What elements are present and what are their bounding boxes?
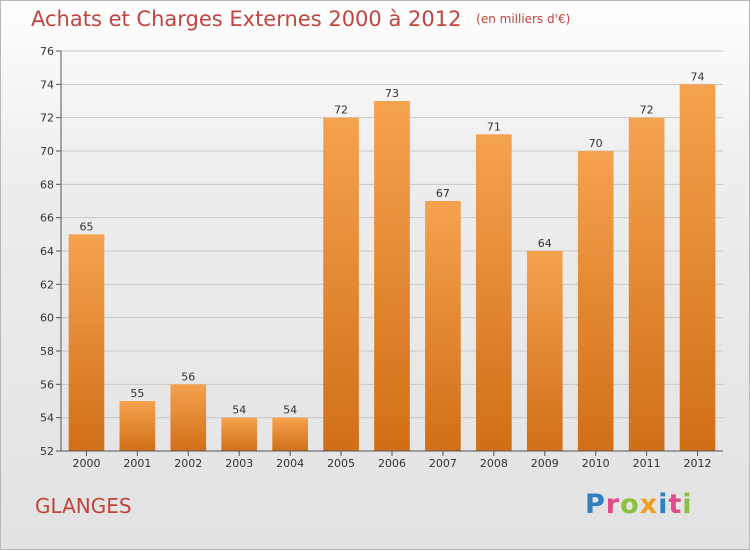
y-tick-label: 54 xyxy=(40,412,54,425)
y-tick-label: 66 xyxy=(40,212,54,225)
value-label-2000: 65 xyxy=(79,220,93,233)
value-label-2004: 54 xyxy=(283,404,297,417)
y-tick-label: 74 xyxy=(40,78,54,91)
value-label-2009: 64 xyxy=(538,237,552,250)
logo-letter: P xyxy=(585,489,606,520)
logo-letter: i xyxy=(658,489,669,520)
y-tick-label: 64 xyxy=(40,245,54,258)
y-tick-label: 58 xyxy=(40,345,54,358)
bar-2002 xyxy=(170,384,207,451)
bar-2003 xyxy=(221,417,258,451)
y-tick-label: 76 xyxy=(40,45,54,58)
bar-2009 xyxy=(526,251,563,451)
value-label-2006: 73 xyxy=(385,87,399,100)
bar-2005 xyxy=(323,117,359,452)
logo-letter: o xyxy=(620,489,640,520)
x-tick-label-2012: 2012 xyxy=(684,457,712,470)
x-tick-label-2002: 2002 xyxy=(174,457,202,470)
x-tick-label-2009: 2009 xyxy=(531,457,559,470)
bar-2008 xyxy=(476,134,512,452)
x-tick-label-2007: 2007 xyxy=(429,457,457,470)
axes: 52 54 56 58 60 62 64 66 68 70 72 74 76 2000 2001 2002 20… xyxy=(40,45,723,470)
y-tick-label: 68 xyxy=(40,178,54,191)
y-tick-label: 56 xyxy=(40,378,54,391)
x-tick-label-2006: 2006 xyxy=(378,457,406,470)
x-tick-label-2005: 2005 xyxy=(327,457,355,470)
bar-2004 xyxy=(272,417,308,451)
bar-2006 xyxy=(374,101,410,451)
y-tick-label: 52 xyxy=(40,445,54,458)
bar-2001 xyxy=(119,401,156,451)
proxiti-logo: Proxiti xyxy=(585,489,693,520)
x-tick-label-2010: 2010 xyxy=(582,457,610,470)
value-label-2001: 55 xyxy=(130,387,144,400)
value-label-2002: 56 xyxy=(181,370,195,383)
value-label-2010: 70 xyxy=(589,137,603,150)
x-tick-label-2008: 2008 xyxy=(480,457,508,470)
value-label-2005: 72 xyxy=(334,104,348,117)
chart-title: Achats et Charges Externes 2000 à 2012 xyxy=(31,7,462,31)
value-label-2007: 67 xyxy=(436,187,450,200)
x-tick-label-2001: 2001 xyxy=(123,457,151,470)
x-tick-label-2011: 2011 xyxy=(633,457,661,470)
value-label-2012: 74 xyxy=(691,70,705,83)
bar-2010 xyxy=(577,151,614,451)
bar-2012 xyxy=(679,84,716,451)
y-tick-label: 72 xyxy=(40,112,54,125)
x-tick-label-2000: 2000 xyxy=(72,457,100,470)
bar-2007 xyxy=(425,201,461,451)
place-name: GLANGES xyxy=(35,494,132,518)
logo-letter: x xyxy=(639,489,659,520)
y-tick-label: 70 xyxy=(40,145,54,158)
x-tick-label-2003: 2003 xyxy=(225,457,253,470)
value-label-2008: 71 xyxy=(487,120,501,133)
x-tick-label-2004: 2004 xyxy=(276,457,304,470)
bar-2011 xyxy=(628,117,665,452)
y-tick-label: 60 xyxy=(40,312,54,325)
value-label-2003: 54 xyxy=(232,404,246,417)
logo-letter: r xyxy=(605,489,621,520)
logo-letter: i xyxy=(682,489,693,520)
chart-subtitle: (en milliers d'€) xyxy=(476,12,571,26)
y-tick-label: 62 xyxy=(40,278,54,291)
logo-letter: t xyxy=(668,489,683,520)
bar-2000 xyxy=(68,234,105,451)
bars: 65 55 56 54 54 72 73 67 71 64 70 72 74 xyxy=(68,70,716,452)
chart-title-block: Achats et Charges Externes 2000 à 2012 (… xyxy=(31,7,570,31)
value-label-2011: 72 xyxy=(640,104,654,117)
